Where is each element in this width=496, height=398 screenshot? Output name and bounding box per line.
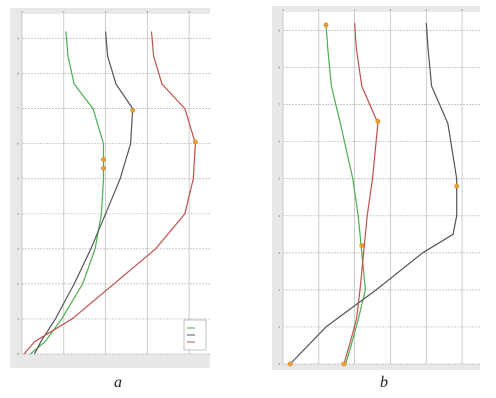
series-line-1: [325, 23, 366, 365]
caption-b: b: [380, 374, 388, 391]
y-tick-label: 0: [278, 362, 280, 366]
x-tick-label: 4: [425, 8, 427, 12]
y-tick-label: 8: [278, 66, 280, 70]
panel-b-chart: 0 1 2 3 4 5 0 1 2 3 4 5 6 7 8 9: [272, 6, 480, 370]
x-tick-label: 3: [146, 10, 148, 14]
x-tick-label: 3: [390, 8, 392, 12]
y-tick-label: 0: [17, 352, 19, 356]
y-tick-label: 7: [17, 107, 19, 111]
x-tick-label: 4: [188, 10, 190, 14]
x-tick-label: 2: [354, 8, 356, 12]
x-tick-label: 5: [461, 8, 463, 12]
data-marker: [359, 243, 365, 248]
data-marker: [101, 165, 106, 171]
y-tick-label: 1: [278, 325, 280, 329]
series-line-3: [289, 23, 458, 365]
y-tick-label: 7: [278, 103, 280, 107]
data-marker: [323, 22, 329, 28]
y-tick-label: 5: [17, 177, 19, 181]
data-marker: [454, 183, 460, 189]
y-tick-label: 8: [17, 72, 19, 76]
series-line-1: [30, 31, 105, 355]
y-tick-label: 9: [17, 37, 19, 41]
y-tick-label: 6: [278, 140, 280, 144]
data-marker: [101, 157, 106, 162]
y-tick-label: 4: [17, 212, 19, 216]
y-tick-label: 9: [278, 29, 280, 33]
y-tick-label: 3: [278, 251, 280, 255]
data-marker: [341, 361, 347, 367]
x-tick-label: 1: [63, 10, 65, 14]
y-tick-label: 4: [278, 214, 280, 218]
series-line-2: [343, 23, 379, 365]
y-tick-label: 2: [17, 282, 19, 286]
data-marker: [192, 139, 198, 145]
x-tick-label: 0: [21, 10, 23, 14]
y-tick-label: 6: [17, 142, 19, 146]
caption-a: a: [114, 374, 122, 391]
data-marker: [375, 118, 381, 124]
plot-area: [22, 14, 210, 354]
data-marker: [130, 107, 136, 113]
series-line-2: [33, 31, 134, 355]
x-tick-label: 2: [105, 10, 107, 14]
panel-a-chart: 0 1 2 3 4 0 1 2 3 4 5 6 7 8 9: [10, 8, 210, 368]
legend: [183, 319, 207, 351]
y-tick-label: 2: [278, 288, 280, 292]
series-line-3: [23, 31, 196, 355]
x-tick-label: 1: [318, 8, 320, 12]
y-tick-label: 3: [17, 247, 19, 251]
y-tick-label: 5: [278, 177, 280, 181]
y-tick-label: 1: [17, 317, 19, 321]
plot-area: [283, 12, 480, 364]
data-marker: [287, 361, 293, 367]
x-tick-label: 0: [282, 8, 284, 12]
